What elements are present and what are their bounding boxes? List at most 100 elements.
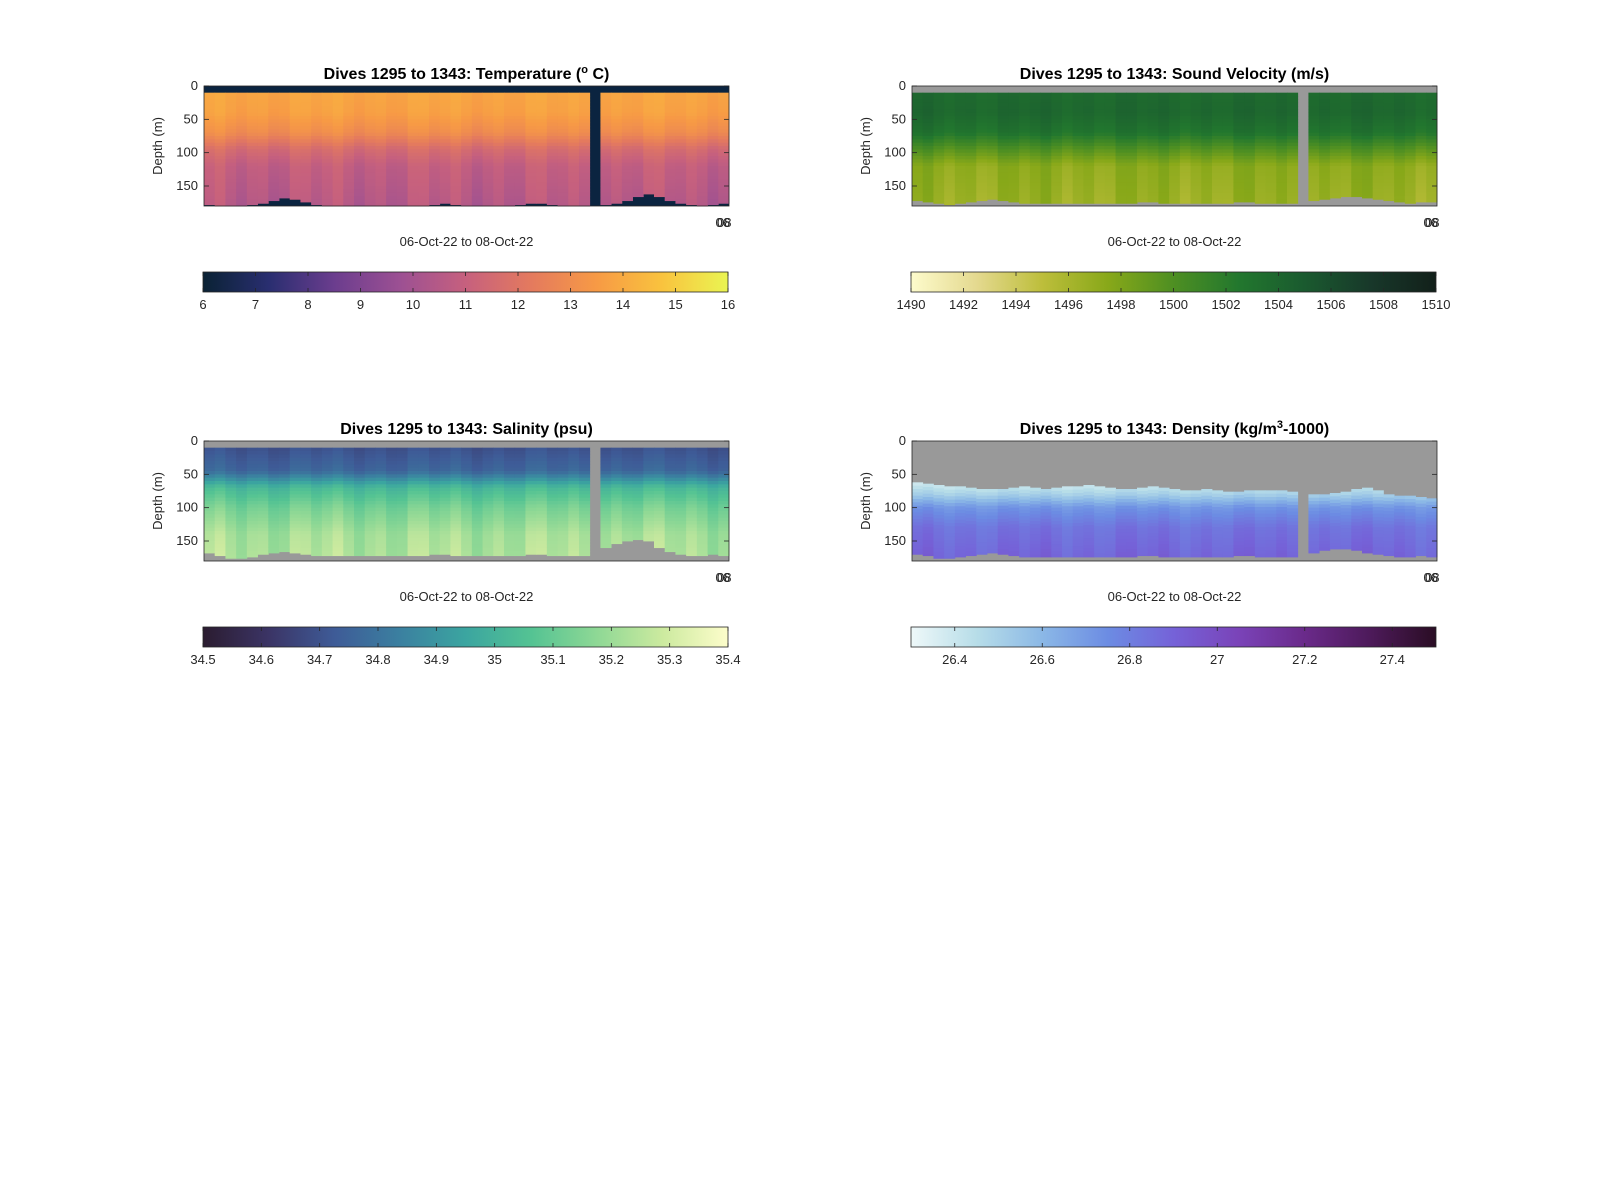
salinity-cell: [321, 454, 333, 459]
temperature-cell: [579, 159, 591, 164]
sound-velocity-cell: [1404, 176, 1416, 180]
sound-velocity-cell: [1147, 166, 1159, 170]
salinity-cell: [696, 481, 708, 485]
temperature-cell: [396, 176, 408, 180]
density-cell: [922, 483, 934, 488]
sound-velocity-cell: [1319, 162, 1331, 167]
sound-velocity-cell: [1201, 176, 1213, 180]
temperature-cell: [611, 166, 623, 170]
salinity-cell: [214, 454, 226, 459]
temperature-cell: [471, 192, 483, 197]
temperature-cell: [429, 96, 441, 100]
salinity-cell: [643, 504, 655, 509]
salinity-cell: [718, 537, 730, 542]
sound-velocity-cell: [1308, 166, 1320, 170]
temperature-cell: [514, 196, 526, 200]
sound-velocity-cell: [1126, 149, 1138, 154]
salinity-cell: [707, 497, 719, 502]
salinity-cell: [289, 547, 301, 552]
sound-velocity-cell: [1201, 189, 1213, 194]
sound-velocity-cell: [1040, 109, 1052, 114]
sound-velocity-cell: [1062, 172, 1074, 177]
salinity-cell: [214, 467, 226, 472]
sound-velocity-cell: [1062, 142, 1074, 147]
temperature-cell: [214, 172, 226, 177]
sound-velocity-cell: [922, 102, 934, 107]
temperature-cell: [696, 109, 708, 114]
sound-velocity-cell: [944, 199, 956, 204]
sound-velocity-cell: [912, 96, 924, 100]
salinity-cell: [354, 481, 366, 485]
salinity-cell: [321, 551, 333, 555]
temperature-cell: [386, 102, 398, 107]
salinity-cell: [579, 471, 591, 475]
sound-velocity-cell: [922, 136, 934, 140]
salinity-cell: [482, 554, 494, 557]
salinity-cell: [514, 517, 526, 522]
sound-velocity-cell: [1415, 102, 1427, 107]
salinity-cell: [268, 511, 280, 515]
salinity-cell: [289, 504, 301, 509]
salinity-cell: [396, 554, 408, 557]
sound-velocity-cell: [1040, 162, 1052, 167]
sound-velocity-cell: [1051, 99, 1063, 104]
temperature-cell: [364, 116, 376, 120]
temperature-cell: [279, 99, 291, 104]
temperature-cell: [718, 136, 730, 140]
sound-velocity-cell: [1404, 136, 1416, 140]
sound-velocity-cell: [1383, 166, 1395, 170]
sound-velocity-cell: [987, 192, 999, 197]
salinity-cell: [300, 457, 312, 462]
salinity-cell: [600, 504, 612, 509]
salinity-cell: [621, 454, 633, 459]
temperature-ytick-label: 100: [176, 145, 198, 160]
sound-velocity-cell: [976, 142, 988, 147]
sound-velocity-cell: [1062, 129, 1074, 134]
salinity-cell: [611, 521, 623, 525]
temperature-cell: [611, 199, 623, 204]
sound-velocity-cell: [1383, 96, 1395, 100]
temperature-cell: [279, 159, 291, 164]
salinity-cell: [418, 481, 430, 485]
salinity-cell: [354, 461, 366, 465]
salinity-cell: [546, 487, 558, 492]
sound-velocity-cell: [1126, 96, 1138, 100]
salinity-cell: [557, 501, 569, 505]
salinity-cell: [396, 534, 408, 539]
salinity-cell: [343, 454, 355, 459]
temperature-cell: [396, 146, 408, 150]
temperature-cell: [557, 202, 569, 207]
temperature-cell: [450, 192, 462, 197]
salinity-cell: [514, 551, 526, 555]
salinity-cell: [471, 457, 483, 462]
sound-velocity-cell: [933, 192, 945, 197]
sound-velocity-cell: [954, 136, 966, 140]
salinity-cell: [214, 494, 226, 499]
temperature-cell: [332, 99, 344, 104]
salinity-cell: [311, 524, 323, 529]
sound-velocity-cell: [944, 152, 956, 157]
sound-velocity-cell: [1083, 129, 1095, 134]
temperature-cell: [204, 96, 216, 100]
temperature-cell: [396, 172, 408, 177]
sound-velocity-cell: [1415, 119, 1427, 124]
temperature-cell: [279, 119, 291, 124]
sound-velocity-cell: [1126, 159, 1138, 164]
sound-velocity-cell: [1029, 102, 1041, 107]
salinity-cell: [632, 491, 644, 495]
density-cell: [912, 532, 924, 537]
sound-velocity-cell: [1062, 122, 1074, 127]
salinity-cell: [257, 467, 269, 472]
temperature-cell: [461, 192, 473, 197]
salinity-cell: [471, 464, 483, 469]
salinity-cell: [289, 474, 301, 479]
salinity-cell: [504, 467, 516, 472]
salinity-cell: [579, 511, 591, 515]
sound-velocity-cell: [1254, 189, 1266, 194]
salinity-cell: [268, 484, 280, 489]
sound-velocity-cell: [1040, 126, 1052, 130]
salinity-cell: [514, 524, 526, 529]
sound-velocity-cell: [1340, 156, 1352, 160]
sound-velocity-cell: [1372, 92, 1384, 97]
salinity-cell: [504, 531, 516, 535]
